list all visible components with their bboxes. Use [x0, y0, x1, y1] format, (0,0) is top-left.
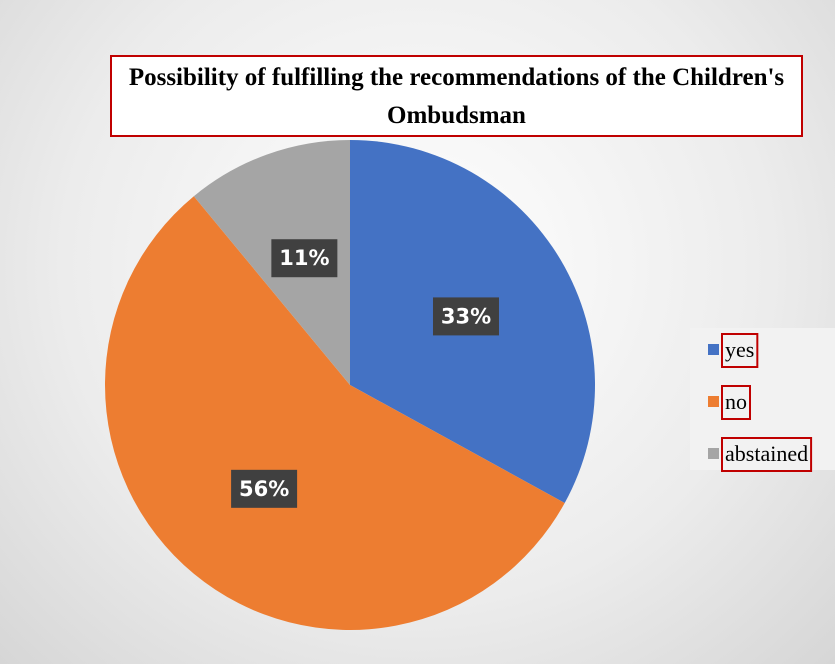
label-box — [271, 239, 338, 278]
legend-marker — [708, 396, 719, 407]
legend-label: no — [725, 389, 747, 414]
legend-label-box — [721, 385, 751, 420]
pie-slice — [104, 196, 565, 631]
legend-label-box — [721, 437, 813, 472]
label-box — [231, 469, 298, 508]
label-box — [432, 297, 499, 336]
data-label: 56% — [239, 477, 289, 501]
legend-label-box — [721, 333, 759, 368]
legend-marker — [708, 344, 719, 355]
data-label: 33% — [441, 304, 491, 328]
chart-title: Possibility of fulfilling the recommenda… — [110, 55, 803, 137]
legend-label: abstained — [725, 441, 808, 466]
legend-marker — [708, 448, 719, 459]
data-label: 11% — [279, 246, 329, 270]
legend-label: yes — [725, 337, 754, 362]
